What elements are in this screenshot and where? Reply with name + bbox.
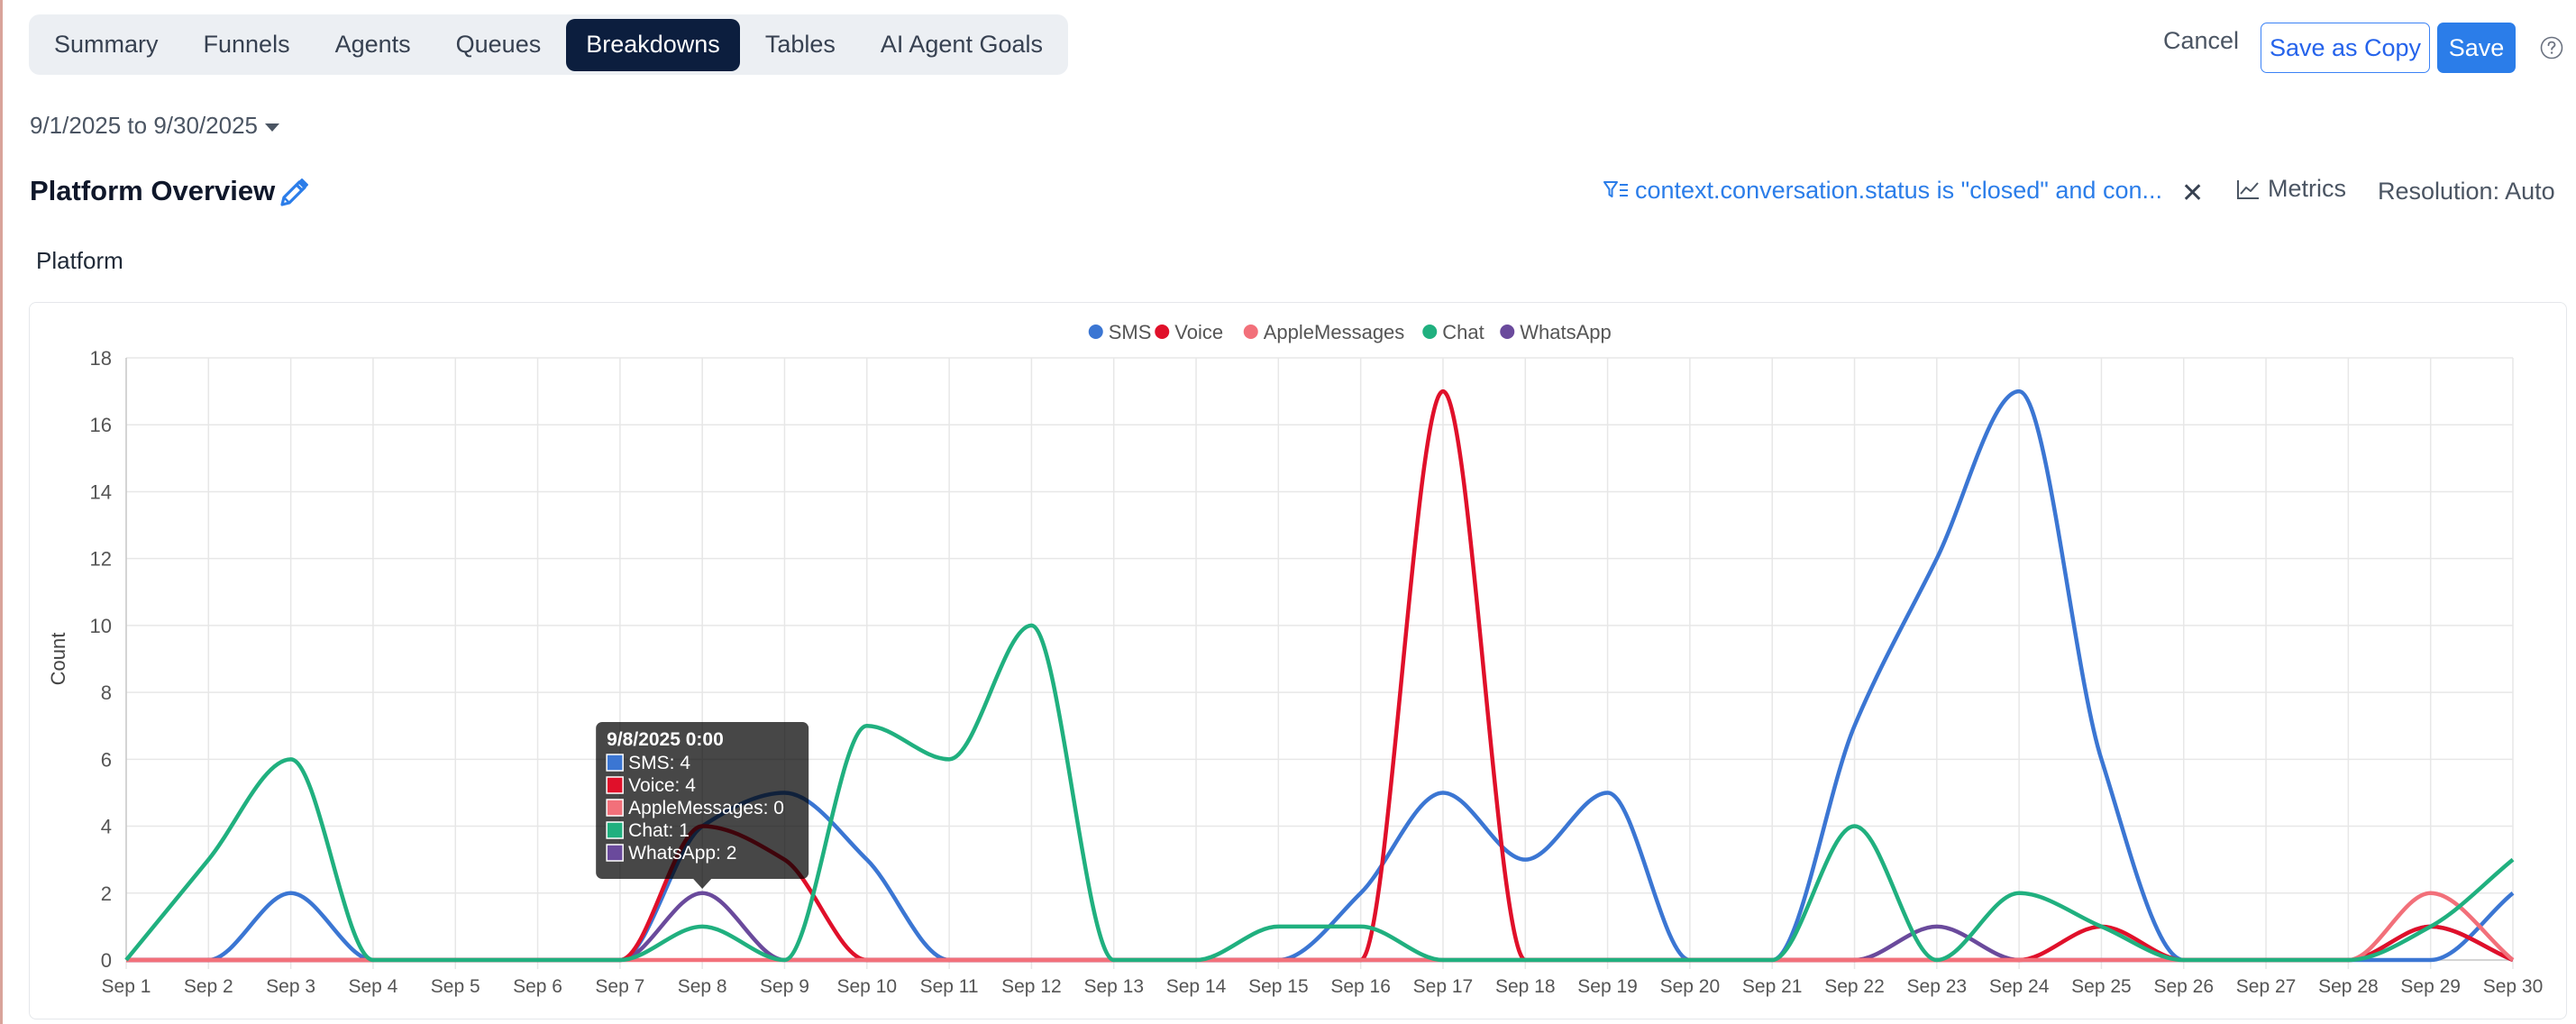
tooltip-swatch [606, 776, 624, 794]
chart-legend: SMS Voice AppleMessages Chat WhatsApp [1088, 321, 1612, 343]
y-axis-label: Count [47, 633, 69, 686]
x-tick-label: Sep 24 [1989, 976, 2050, 997]
x-tick-label: Sep 14 [1166, 976, 1227, 997]
x-tick-label: Sep 13 [1083, 976, 1144, 997]
y-tick-label: 2 [101, 882, 112, 905]
save-as-copy-button[interactable]: Save as Copy [2261, 23, 2430, 73]
tooltip-swatch [606, 844, 624, 862]
legend-marker [1422, 325, 1438, 339]
x-tick-label: Sep 17 [1413, 976, 1474, 997]
tooltip-swatch [606, 754, 624, 772]
x-tick-label: Sep 28 [2318, 976, 2379, 997]
pencil-icon[interactable] [276, 175, 312, 211]
cancel-button[interactable]: Cancel [2163, 27, 2240, 54]
x-tick-label: Sep 29 [2400, 976, 2461, 997]
tab-ai-agent-goals[interactable]: AI Agent Goals [880, 31, 1043, 58]
x-tick-label: Sep 18 [1495, 976, 1556, 997]
legend-marker [1088, 325, 1103, 339]
legend-item-sms: SMS [1109, 321, 1152, 343]
x-tick-label: Sep 6 [513, 976, 562, 997]
y-tick-label: 8 [101, 681, 112, 704]
legend-marker [1243, 325, 1258, 339]
tab-queues[interactable]: Queues [455, 31, 542, 58]
x-tick-label: Sep 3 [266, 976, 315, 997]
legend-marker [1155, 325, 1170, 339]
filter-text: context.conversation.status is "closed" … [1635, 177, 2162, 204]
legend-item-voice: Voice [1174, 321, 1223, 343]
tab-funnels[interactable]: Funnels [203, 31, 290, 58]
platform-line-chart: 0 2 4 6 8 10 12 14 16 18 Sep 1 Sep 2 Sep 3 Sep 4 Sep 5… [47, 321, 2544, 997]
tooltip-title: 9/8/2025 0:00 [607, 729, 724, 750]
x-tick-label: Sep 19 [1577, 976, 1638, 997]
help-icon[interactable] [2540, 36, 2563, 59]
series-line-chat [124, 623, 2515, 963]
tab-breakdowns[interactable]: Breakdowns [566, 18, 740, 71]
filter-icon [1603, 180, 1628, 197]
x-tick-label: Sep 21 [1742, 976, 1803, 997]
x-tick-label: Sep 2 [184, 976, 233, 997]
x-tick-label: Sep 4 [348, 976, 397, 997]
y-tick-label: 14 [90, 480, 112, 503]
chart-grid: 0 2 4 6 8 10 12 14 16 18 Sep 1 Sep 2 Sep 3 Sep 4 Sep 5… [90, 347, 2544, 997]
tooltip-pointer [693, 879, 712, 889]
date-range-picker[interactable]: 9/1/2025 to 9/30/2025 [30, 112, 280, 140]
tab-agents[interactable]: Agents [334, 31, 411, 58]
tooltip-item: SMS: 4 [628, 753, 690, 773]
x-tick-label: Sep 16 [1330, 976, 1391, 997]
x-tick-label: Sep 11 [920, 976, 979, 997]
x-tick-label: Sep 15 [1248, 976, 1309, 997]
chart-line-icon [2237, 179, 2259, 199]
y-tick-label: 12 [90, 548, 112, 571]
legend-item-whatsapp: WhatsApp [1520, 321, 1612, 343]
section-label: Platform [36, 247, 123, 274]
save-button[interactable]: Save [2437, 23, 2516, 73]
y-tick-label: 0 [101, 949, 112, 972]
x-tick-label: Sep 30 [2483, 976, 2544, 997]
x-tick-label: Sep 22 [1824, 976, 1885, 997]
tooltip-swatch [606, 821, 624, 839]
tab-summary[interactable]: Summary [54, 31, 159, 58]
x-tick-label: Sep 9 [760, 976, 809, 997]
tooltip-item: Voice: 4 [628, 775, 696, 796]
tab-bar: Summary Funnels Agents Queues Breakdowns Tabl… [29, 14, 1068, 75]
y-tick-label: 6 [101, 748, 112, 771]
page-title: Platform Overview [30, 175, 276, 206]
x-tick-label: Sep 26 [2153, 976, 2214, 997]
series-line-voice [126, 389, 2514, 963]
x-tick-label: Sep 7 [595, 976, 644, 997]
x-tick-label: Sep 10 [837, 976, 898, 997]
caret-down-icon [265, 123, 280, 132]
date-range-label: 9/1/2025 to 9/30/2025 [30, 112, 259, 139]
metrics-label: Metrics [2268, 175, 2346, 202]
legend-item-applemessages: AppleMessages [1264, 321, 1405, 343]
metrics-button[interactable]: Metrics [2235, 175, 2346, 203]
y-tick-label: 10 [90, 615, 112, 637]
y-tick-label: 18 [90, 347, 112, 370]
x-tick-label: Sep 27 [2236, 976, 2297, 997]
tooltip-item: AppleMessages: 0 [628, 798, 784, 818]
tooltip-item: WhatsApp: 2 [628, 843, 736, 864]
tooltip-box [596, 722, 809, 879]
left-edge-rule [0, 0, 3, 1024]
resolution-selector[interactable]: Resolution: Auto [2378, 178, 2555, 205]
tooltip-item: Chat: 1 [628, 820, 690, 841]
filter-chip[interactable]: context.conversation.status is "closed" … [1603, 177, 2162, 205]
x-tick-label: Sep 23 [1907, 976, 1968, 997]
tooltip-swatch [606, 799, 624, 817]
x-tick-label: Sep 12 [1001, 976, 1062, 997]
x-tick-label: Sep 25 [2071, 976, 2132, 997]
x-tick-label: Sep 20 [1660, 976, 1721, 997]
legend-item-chat: Chat [1442, 321, 1484, 343]
x-tick-label: Sep 5 [431, 976, 480, 997]
tab-tables[interactable]: Tables [764, 31, 836, 58]
series-line-sms [126, 389, 2515, 963]
legend-marker [1500, 325, 1515, 339]
x-tick-label: Sep 1 [102, 976, 151, 997]
y-tick-label: 16 [90, 414, 112, 436]
x-tick-label: Sep 8 [678, 976, 727, 997]
y-tick-label: 4 [101, 816, 112, 838]
close-icon[interactable]: ✕ [2181, 178, 2205, 208]
